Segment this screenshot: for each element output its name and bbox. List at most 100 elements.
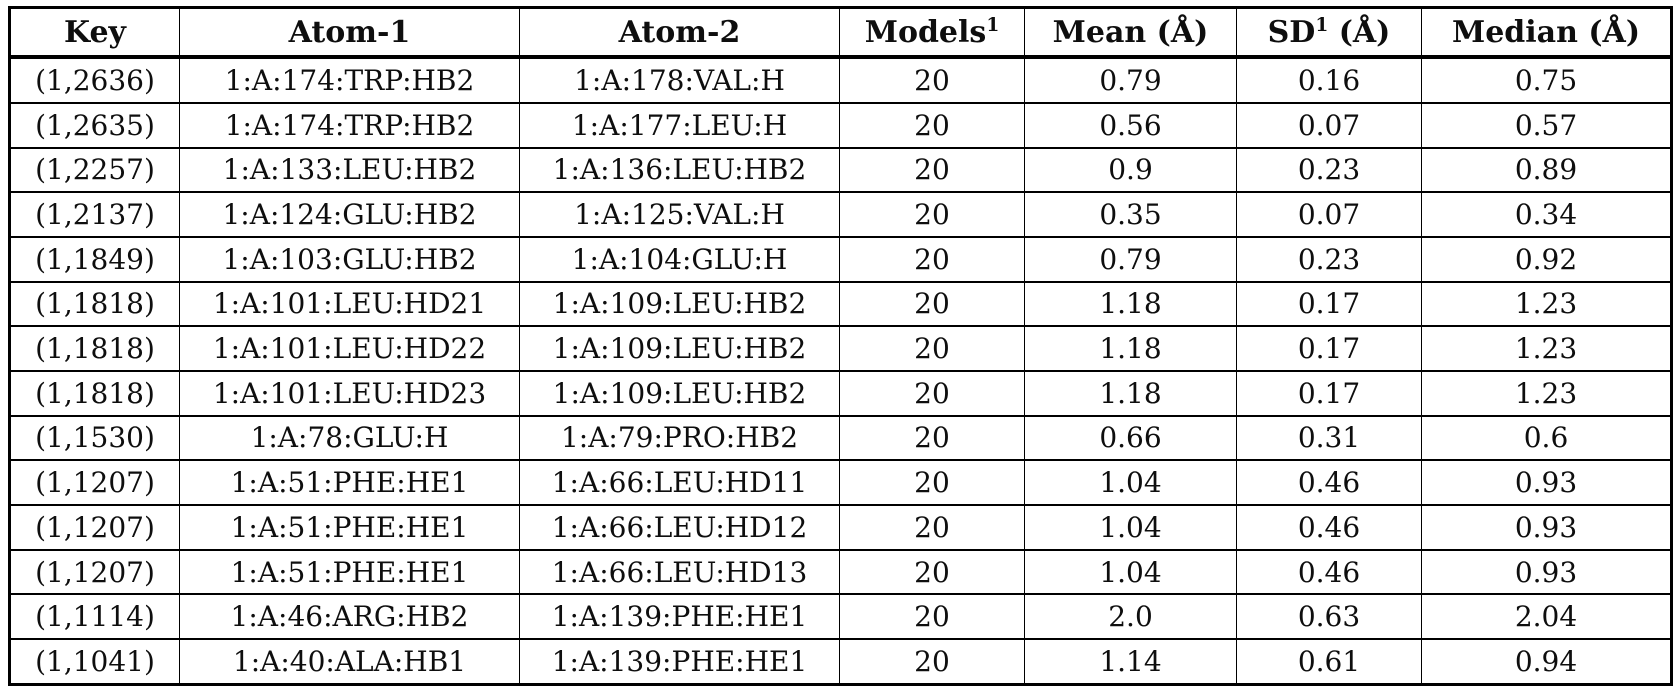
table-row: (1,1207) 1:A:51:PHE:HE1 1:A:66:LEU:HD13 … bbox=[9, 548, 1672, 596]
table-cell-sd: 0.61 bbox=[1236, 638, 1422, 686]
table-cell-atom2: 1:A:109:LEU:HB2 bbox=[519, 280, 840, 328]
table-cell-models: 20 bbox=[839, 548, 1025, 596]
column-header-suffix: (Å) bbox=[1577, 14, 1641, 50]
table-cell-atom1: 1:A:51:PHE:HE1 bbox=[179, 504, 520, 551]
table-cell-median: 0.94 bbox=[1421, 638, 1672, 686]
column-header-label: Key bbox=[64, 14, 126, 50]
column-header-median: Median (Å) bbox=[1421, 6, 1672, 59]
table-row: (1,1114) 1:A:46:ARG:HB2 1:A:139:PHE:HE1 … bbox=[9, 593, 1672, 641]
table-cell-atom2: 1:A:139:PHE:HE1 bbox=[519, 638, 840, 686]
table-cell-models: 20 bbox=[839, 56, 1025, 104]
table-cell-key: (1,2636) bbox=[9, 56, 180, 104]
table-cell-median: 1.23 bbox=[1421, 280, 1672, 328]
table-cell-sd: 0.17 bbox=[1236, 280, 1422, 328]
table-cell-key: (1,1818) bbox=[9, 280, 180, 328]
table-cell-models: 20 bbox=[839, 191, 1025, 238]
table-cell-median: 0.93 bbox=[1421, 548, 1672, 596]
table-cell-median: 0.75 bbox=[1421, 56, 1672, 104]
table-cell-atom2: 1:A:136:LEU:HB2 bbox=[519, 146, 840, 194]
table-cell-mean: 0.66 bbox=[1024, 414, 1237, 462]
table-row: (1,1207) 1:A:51:PHE:HE1 1:A:66:LEU:HD12 … bbox=[9, 504, 1672, 551]
table-cell-median: 1.23 bbox=[1421, 369, 1672, 417]
table-cell-key: (1,2257) bbox=[9, 146, 180, 194]
column-header-suffix: (Å) bbox=[1146, 14, 1209, 50]
table-cell-key: (1,1207) bbox=[9, 459, 180, 506]
column-header-label: SD bbox=[1267, 14, 1316, 50]
table-cell-mean: 1.18 bbox=[1024, 325, 1237, 372]
table-cell-atom1: 1:A:51:PHE:HE1 bbox=[179, 459, 520, 506]
table-cell-models: 20 bbox=[839, 325, 1025, 372]
table-cell-models: 20 bbox=[839, 235, 1025, 283]
table-cell-atom2: 1:A:79:PRO:HB2 bbox=[519, 414, 840, 462]
table-row: (1,1818) 1:A:101:LEU:HD22 1:A:109:LEU:HB… bbox=[9, 325, 1672, 372]
table-cell-key: (1,1207) bbox=[9, 548, 180, 596]
table-row: (1,2635) 1:A:174:TRP:HB2 1:A:177:LEU:H 2… bbox=[9, 101, 1672, 149]
column-header-label: Atom-1 bbox=[288, 14, 411, 50]
table-cell-atom1: 1:A:103:GLU:HB2 bbox=[179, 235, 520, 283]
table-cell-atom2: 1:A:177:LEU:H bbox=[519, 101, 840, 149]
table-cell-mean: 0.79 bbox=[1024, 56, 1237, 104]
table-cell-mean: 1.04 bbox=[1024, 459, 1237, 506]
table-cell-sd: 0.46 bbox=[1236, 548, 1422, 596]
table-cell-mean: 1.18 bbox=[1024, 369, 1237, 417]
distance-violations-table: Key Atom-1 Atom-2 Models1 Mean (Å) SD1 (… bbox=[8, 6, 1673, 686]
column-header-atom1: Atom-1 bbox=[179, 6, 520, 59]
table-cell-sd: 0.31 bbox=[1236, 414, 1422, 462]
table-row: (1,1818) 1:A:101:LEU:HD21 1:A:109:LEU:HB… bbox=[9, 280, 1672, 328]
table-row: (1,2137) 1:A:124:GLU:HB2 1:A:125:VAL:H 2… bbox=[9, 191, 1672, 238]
table-row: (1,1207) 1:A:51:PHE:HE1 1:A:66:LEU:HD11 … bbox=[9, 459, 1672, 506]
table-cell-median: 0.34 bbox=[1421, 191, 1672, 238]
table-cell-models: 20 bbox=[839, 280, 1025, 328]
table-cell-median: 2.04 bbox=[1421, 593, 1672, 641]
table-cell-sd: 0.23 bbox=[1236, 235, 1422, 283]
table-cell-key: (1,1530) bbox=[9, 414, 180, 462]
table-cell-median: 0.89 bbox=[1421, 146, 1672, 194]
table-cell-models: 20 bbox=[839, 146, 1025, 194]
table-cell-atom2: 1:A:125:VAL:H bbox=[519, 191, 840, 238]
table-cell-sd: 0.07 bbox=[1236, 101, 1422, 149]
table-cell-key: (1,1818) bbox=[9, 325, 180, 372]
table-body: (1,2636) 1:A:174:TRP:HB2 1:A:178:VAL:H 2… bbox=[9, 56, 1672, 686]
table-cell-mean: 0.35 bbox=[1024, 191, 1237, 238]
table-cell-key: (1,1041) bbox=[9, 638, 180, 686]
table-cell-sd: 0.17 bbox=[1236, 325, 1422, 372]
table-cell-atom1: 1:A:174:TRP:HB2 bbox=[179, 101, 520, 149]
table-cell-atom2: 1:A:104:GLU:H bbox=[519, 235, 840, 283]
table-cell-models: 20 bbox=[839, 504, 1025, 551]
column-header-label: Mean bbox=[1052, 14, 1147, 50]
table-cell-atom2: 1:A:139:PHE:HE1 bbox=[519, 593, 840, 641]
table-row: (1,1849) 1:A:103:GLU:HB2 1:A:104:GLU:H 2… bbox=[9, 235, 1672, 283]
header-row: Key Atom-1 Atom-2 Models1 Mean (Å) SD1 (… bbox=[9, 6, 1672, 59]
column-header-label: Median bbox=[1451, 14, 1578, 50]
table-cell-atom1: 1:A:124:GLU:HB2 bbox=[179, 191, 520, 238]
table-cell-models: 20 bbox=[839, 459, 1025, 506]
column-header-label: Atom-2 bbox=[618, 14, 741, 50]
table-cell-atom1: 1:A:46:ARG:HB2 bbox=[179, 593, 520, 641]
table-cell-models: 20 bbox=[839, 369, 1025, 417]
table-cell-models: 20 bbox=[839, 638, 1025, 686]
table-cell-sd: 0.46 bbox=[1236, 504, 1422, 551]
table-cell-sd: 0.23 bbox=[1236, 146, 1422, 194]
table-cell-key: (1,1207) bbox=[9, 504, 180, 551]
table-row: (1,1530) 1:A:78:GLU:H 1:A:79:PRO:HB2 20 … bbox=[9, 414, 1672, 462]
table-cell-atom1: 1:A:101:LEU:HD23 bbox=[179, 369, 520, 417]
table-cell-sd: 0.17 bbox=[1236, 369, 1422, 417]
table-cell-atom2: 1:A:109:LEU:HB2 bbox=[519, 369, 840, 417]
table-cell-median: 1.23 bbox=[1421, 325, 1672, 372]
column-header-atom2: Atom-2 bbox=[519, 6, 840, 59]
table-cell-atom1: 1:A:133:LEU:HB2 bbox=[179, 146, 520, 194]
table-cell-mean: 1.14 bbox=[1024, 638, 1237, 686]
table-row: (1,2257) 1:A:133:LEU:HB2 1:A:136:LEU:HB2… bbox=[9, 146, 1672, 194]
table-cell-median: 0.6 bbox=[1421, 414, 1672, 462]
table-cell-key: (1,1818) bbox=[9, 369, 180, 417]
column-header-suffix: (Å) bbox=[1328, 14, 1391, 50]
table-cell-sd: 0.16 bbox=[1236, 56, 1422, 104]
table-cell-key: (1,2635) bbox=[9, 101, 180, 149]
table-cell-mean: 1.04 bbox=[1024, 548, 1237, 596]
table-cell-mean: 1.04 bbox=[1024, 504, 1237, 551]
table-cell-median: 0.93 bbox=[1421, 459, 1672, 506]
table-cell-atom1: 1:A:101:LEU:HD21 bbox=[179, 280, 520, 328]
table-cell-sd: 0.07 bbox=[1236, 191, 1422, 238]
table-row: (1,1818) 1:A:101:LEU:HD23 1:A:109:LEU:HB… bbox=[9, 369, 1672, 417]
table-cell-mean: 1.18 bbox=[1024, 280, 1237, 328]
